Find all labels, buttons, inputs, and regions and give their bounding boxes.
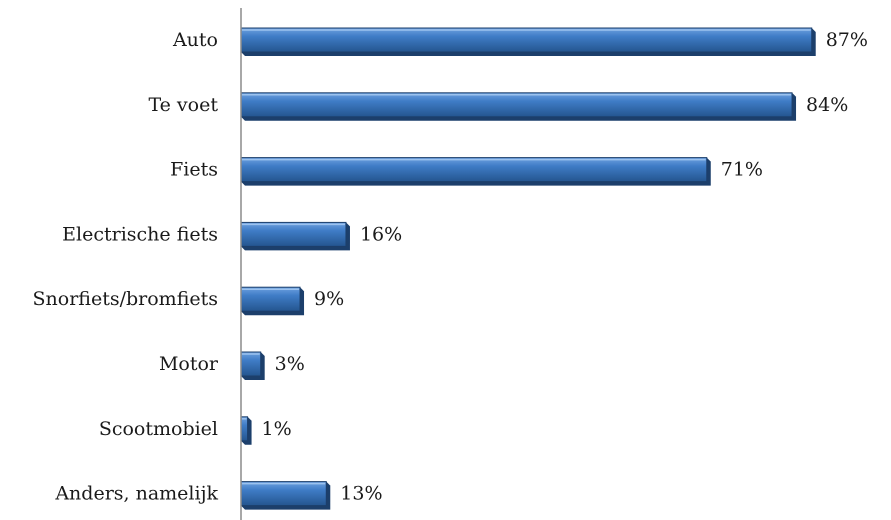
- bars: [240, 27, 816, 510]
- data-label: 84%: [806, 94, 848, 116]
- bar: [240, 27, 813, 53]
- category-label: Motor: [159, 353, 219, 375]
- category-label: Fiets: [170, 159, 218, 181]
- data-label: 9%: [314, 288, 344, 310]
- category-label: Snorfiets/bromfiets: [33, 288, 218, 310]
- bar: [240, 351, 262, 377]
- bar-group: [240, 157, 711, 186]
- bar: [240, 481, 327, 507]
- bar: [240, 92, 793, 118]
- bar-group: [240, 286, 305, 316]
- bar: [240, 286, 301, 312]
- category-label: Auto: [172, 29, 218, 51]
- bar-group: [240, 351, 265, 380]
- bar: [240, 416, 249, 442]
- bar-group: [240, 481, 331, 510]
- category-label: Te voet: [148, 94, 218, 116]
- bar-group: [240, 416, 252, 445]
- bar-group: [240, 221, 350, 251]
- category-label: Scootmobiel: [99, 418, 218, 440]
- data-label: 16%: [360, 223, 402, 245]
- data-label: 3%: [275, 353, 305, 375]
- data-label: 1%: [262, 418, 292, 440]
- data-label: 87%: [826, 29, 868, 51]
- data-label: 71%: [721, 159, 763, 181]
- data-label: 13%: [340, 483, 382, 505]
- bar: [240, 221, 347, 247]
- bar: [240, 157, 708, 183]
- category-label: Anders, namelijk: [54, 483, 218, 505]
- bar-group: [240, 27, 816, 56]
- category-label: Electrische fiets: [62, 223, 218, 245]
- bar-group: [240, 92, 797, 121]
